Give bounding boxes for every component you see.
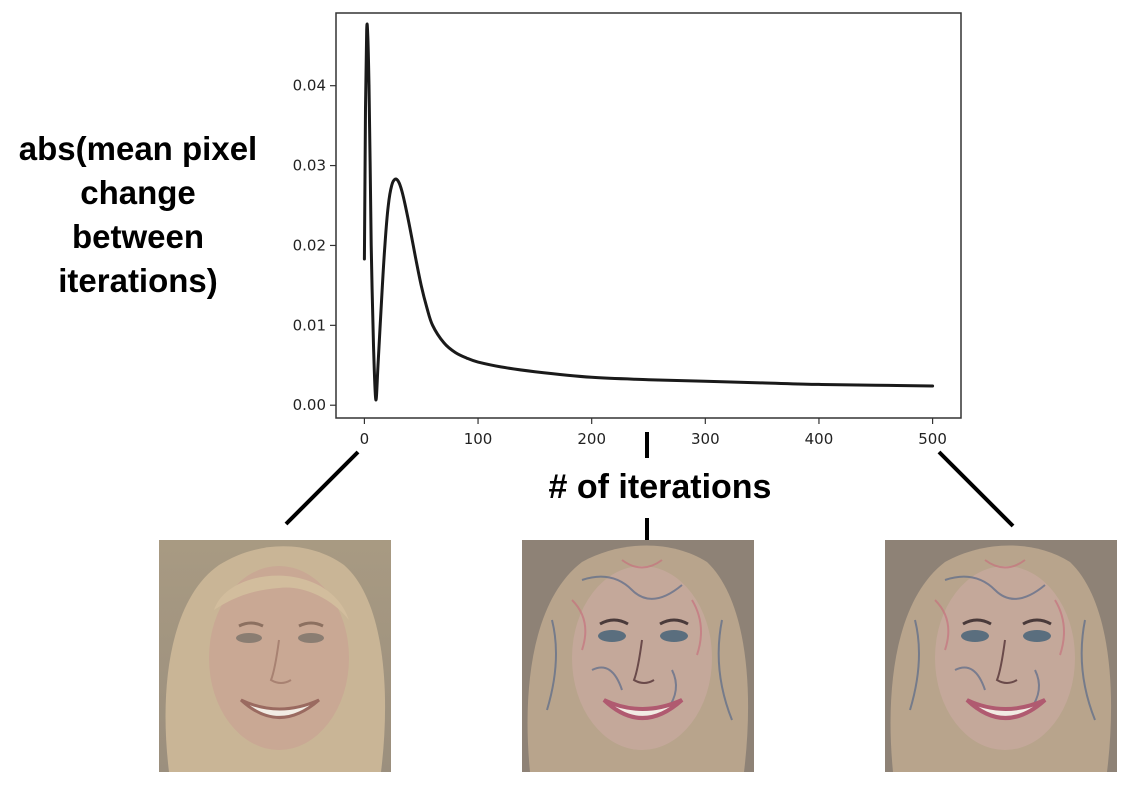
y-tick-label: 0.03 [293, 157, 326, 175]
face-image [159, 540, 391, 772]
y-axis-label-line: change [80, 174, 196, 211]
y-axis-label-line: between [71, 218, 205, 255]
y-axis: 0.00 0.01 0.02 0.03 0.04 [293, 77, 336, 414]
y-axis-label: abs(mean pixel change between iterations… [0, 127, 276, 303]
x-tick-label: 0 [360, 430, 370, 448]
stylized-face-image [522, 540, 754, 772]
line-chart: 0.00 0.01 0.02 0.03 0.04 0 100 200 300 400 500 [284, 12, 1015, 540]
series-line [362, 22, 935, 402]
thumbnail-iteration-0 [159, 540, 391, 772]
thumbnail-iteration-250 [522, 540, 754, 772]
x-axis: 0 100 200 300 400 500 [360, 418, 947, 448]
stylized-face-image [885, 540, 1117, 772]
x-tick-label: 200 [577, 430, 606, 448]
y-axis-label-line: iterations) [58, 262, 218, 299]
connector-line-left [284, 450, 360, 526]
y-tick-label: 0.00 [293, 396, 326, 414]
x-axis-label: # of iterations [548, 468, 772, 506]
x-tick-label: 100 [464, 430, 493, 448]
x-tick-label: 400 [805, 430, 834, 448]
y-tick-label: 0.01 [293, 316, 326, 334]
x-tick-label: 300 [691, 430, 720, 448]
thumbnail-iteration-500 [885, 540, 1117, 772]
y-tick-label: 0.02 [293, 236, 326, 254]
plot-frame [335, 12, 962, 419]
y-axis-label-line: abs(mean pixel [18, 130, 258, 167]
y-tick-label: 0.04 [293, 77, 326, 95]
connector-line-right [937, 450, 1015, 528]
x-tick-label: 500 [918, 430, 947, 448]
